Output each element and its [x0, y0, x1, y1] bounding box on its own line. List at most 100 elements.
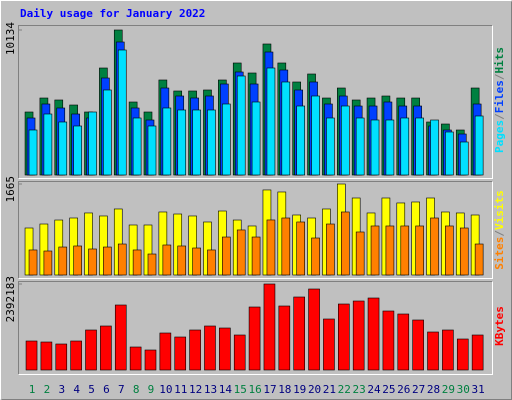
x-tick-label: 20: [308, 383, 321, 396]
bar: [233, 334, 246, 371]
x-tick-label: 2: [44, 383, 51, 396]
bar: [129, 346, 142, 371]
bar: [326, 223, 335, 276]
frame-dark: [18, 281, 493, 375]
bar: [430, 217, 439, 276]
bar: [293, 296, 305, 371]
frame-light: [18, 25, 493, 179]
bar: [412, 319, 424, 371]
bar: [341, 105, 350, 176]
bar: [352, 300, 365, 371]
bar: [338, 303, 350, 371]
bar: [222, 236, 231, 276]
x-tick-label: 13: [204, 383, 217, 396]
y-tick-label: 10134: [4, 22, 17, 55]
bar: [278, 305, 291, 371]
bar: [132, 117, 142, 176]
legend-entry: KBytes: [493, 306, 506, 346]
bar: [147, 253, 157, 276]
bar: [415, 117, 424, 176]
bar: [266, 219, 276, 276]
bar: [177, 245, 187, 276]
frame-dark: [18, 25, 493, 179]
x-tick-label: 23: [353, 383, 366, 396]
bar: [117, 243, 127, 276]
frame-dark: [18, 181, 493, 279]
bar: [192, 247, 201, 276]
bar: [73, 125, 82, 176]
legend-entry: Files: [493, 80, 506, 113]
bar: [355, 117, 365, 176]
bar: [311, 237, 320, 276]
bar: [219, 327, 231, 371]
bar: [456, 338, 469, 371]
bar: [296, 105, 305, 176]
bar: [103, 89, 112, 176]
bar: [117, 49, 127, 176]
x-tick-label: 4: [73, 383, 80, 396]
bar: [174, 336, 187, 371]
bar: [474, 243, 484, 276]
bar: [43, 250, 53, 276]
x-tick-label: 3: [58, 383, 65, 396]
bar: [281, 217, 291, 276]
bar: [162, 244, 172, 276]
bar: [132, 249, 142, 276]
bar: [385, 119, 395, 176]
legend-entry: Visits: [493, 190, 506, 230]
x-tick-label: 27: [412, 383, 425, 396]
bar: [308, 288, 320, 371]
bar: [43, 113, 53, 176]
x-tick-label: 14: [219, 383, 233, 396]
bar: [474, 115, 484, 176]
bar: [103, 246, 112, 276]
legend: Sites/Visits: [493, 190, 506, 270]
bar: [222, 103, 231, 176]
bar: [459, 141, 469, 176]
x-tick-label: 28: [427, 383, 440, 396]
bar: [40, 341, 53, 371]
x-tick-label: 16: [248, 383, 261, 396]
x-tick-label: 10: [159, 383, 172, 396]
bar: [207, 109, 216, 176]
bar: [162, 107, 172, 176]
x-tick-label: 15: [234, 383, 247, 396]
legend: KBytes: [493, 306, 506, 346]
frame-light: [18, 181, 493, 279]
bar: [144, 349, 157, 371]
legend-separator: /: [493, 113, 506, 120]
bar: [323, 318, 335, 371]
y-tick-label: 1665: [4, 176, 17, 203]
bar: [281, 81, 291, 176]
bar: [367, 297, 380, 371]
x-tick-label: 9: [148, 383, 155, 396]
x-tick-label: 31: [472, 383, 485, 396]
bar: [370, 225, 380, 276]
bar: [471, 334, 484, 371]
legend: Pages/Files/Hits: [493, 47, 506, 153]
bar: [55, 343, 68, 371]
bar: [207, 249, 216, 276]
bar: [355, 231, 365, 276]
legend-entry: Sites: [493, 237, 506, 270]
bar: [58, 121, 68, 176]
bar: [442, 329, 454, 371]
legend-entry: Pages: [493, 120, 506, 153]
bar: [341, 211, 350, 276]
bar: [236, 229, 246, 276]
bar: [236, 75, 246, 176]
bar: [266, 67, 276, 176]
x-tick-label: 7: [118, 383, 125, 396]
x-tick-label: 21: [323, 383, 336, 396]
x-tick-label: 24: [367, 383, 381, 396]
bar: [382, 310, 395, 371]
bar: [430, 119, 439, 176]
x-tick-label: 30: [457, 383, 470, 396]
bar: [189, 329, 201, 371]
x-tick-label: 11: [174, 383, 187, 396]
bar: [100, 325, 112, 371]
bar: [28, 249, 38, 276]
bar: [251, 101, 261, 176]
x-tick-label: 25: [382, 383, 395, 396]
